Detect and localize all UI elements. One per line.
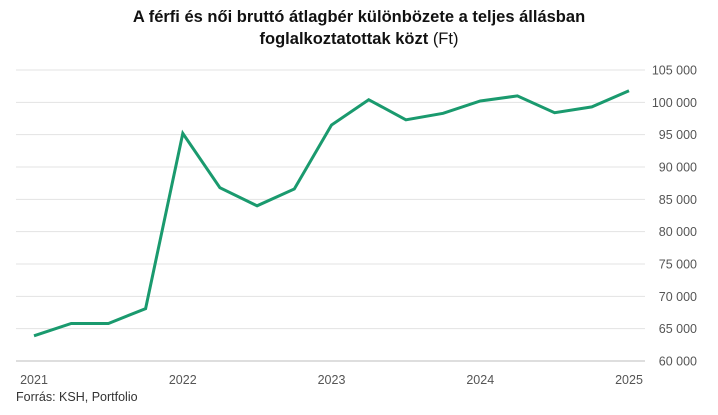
y-tick-label: 80 000 [659,225,697,239]
y-tick-label: 75 000 [659,258,697,272]
x-axis-tick-labels: 2021 2022 2023 2024 2025 [20,373,643,387]
chart-title-line-2-text: foglalkoztatottak közt [259,30,429,48]
gridlines [16,69,645,362]
chart-title-unit: (Ft) [432,30,459,48]
y-tick-label: 85 000 [659,193,697,207]
y-axis-tick-labels: 60 000 65 000 70 000 75 000 80 000 85 000 90 0… [652,64,697,369]
x-tick-label: 2021 [20,373,48,387]
y-tick-label: 90 000 [659,161,697,175]
x-tick-label: 2022 [169,373,197,387]
chart-title-line-1: A férfi és női bruttó átlagbér különböze… [132,8,586,26]
x-tick-label: 2024 [466,373,494,387]
source-note: Forrás: KSH, Portfolio [16,390,138,404]
x-tick-label: 2023 [318,373,346,387]
series-line-group [33,89,630,338]
y-tick-label: 70 000 [659,290,697,304]
y-tick-label: 60 000 [659,355,697,369]
x-tick-label: 2025 [615,373,643,387]
chart-title-line-2: foglalkoztatottak közt (Ft) [0,28,718,50]
y-tick-label: 65 000 [659,322,697,336]
series-line [33,89,630,338]
y-tick-label: 100 000 [652,96,697,110]
chart-title: A férfi és női bruttó átlagbér különböze… [0,6,718,50]
y-tick-label: 105 000 [652,64,697,78]
y-tick-label: 95 000 [659,128,697,142]
